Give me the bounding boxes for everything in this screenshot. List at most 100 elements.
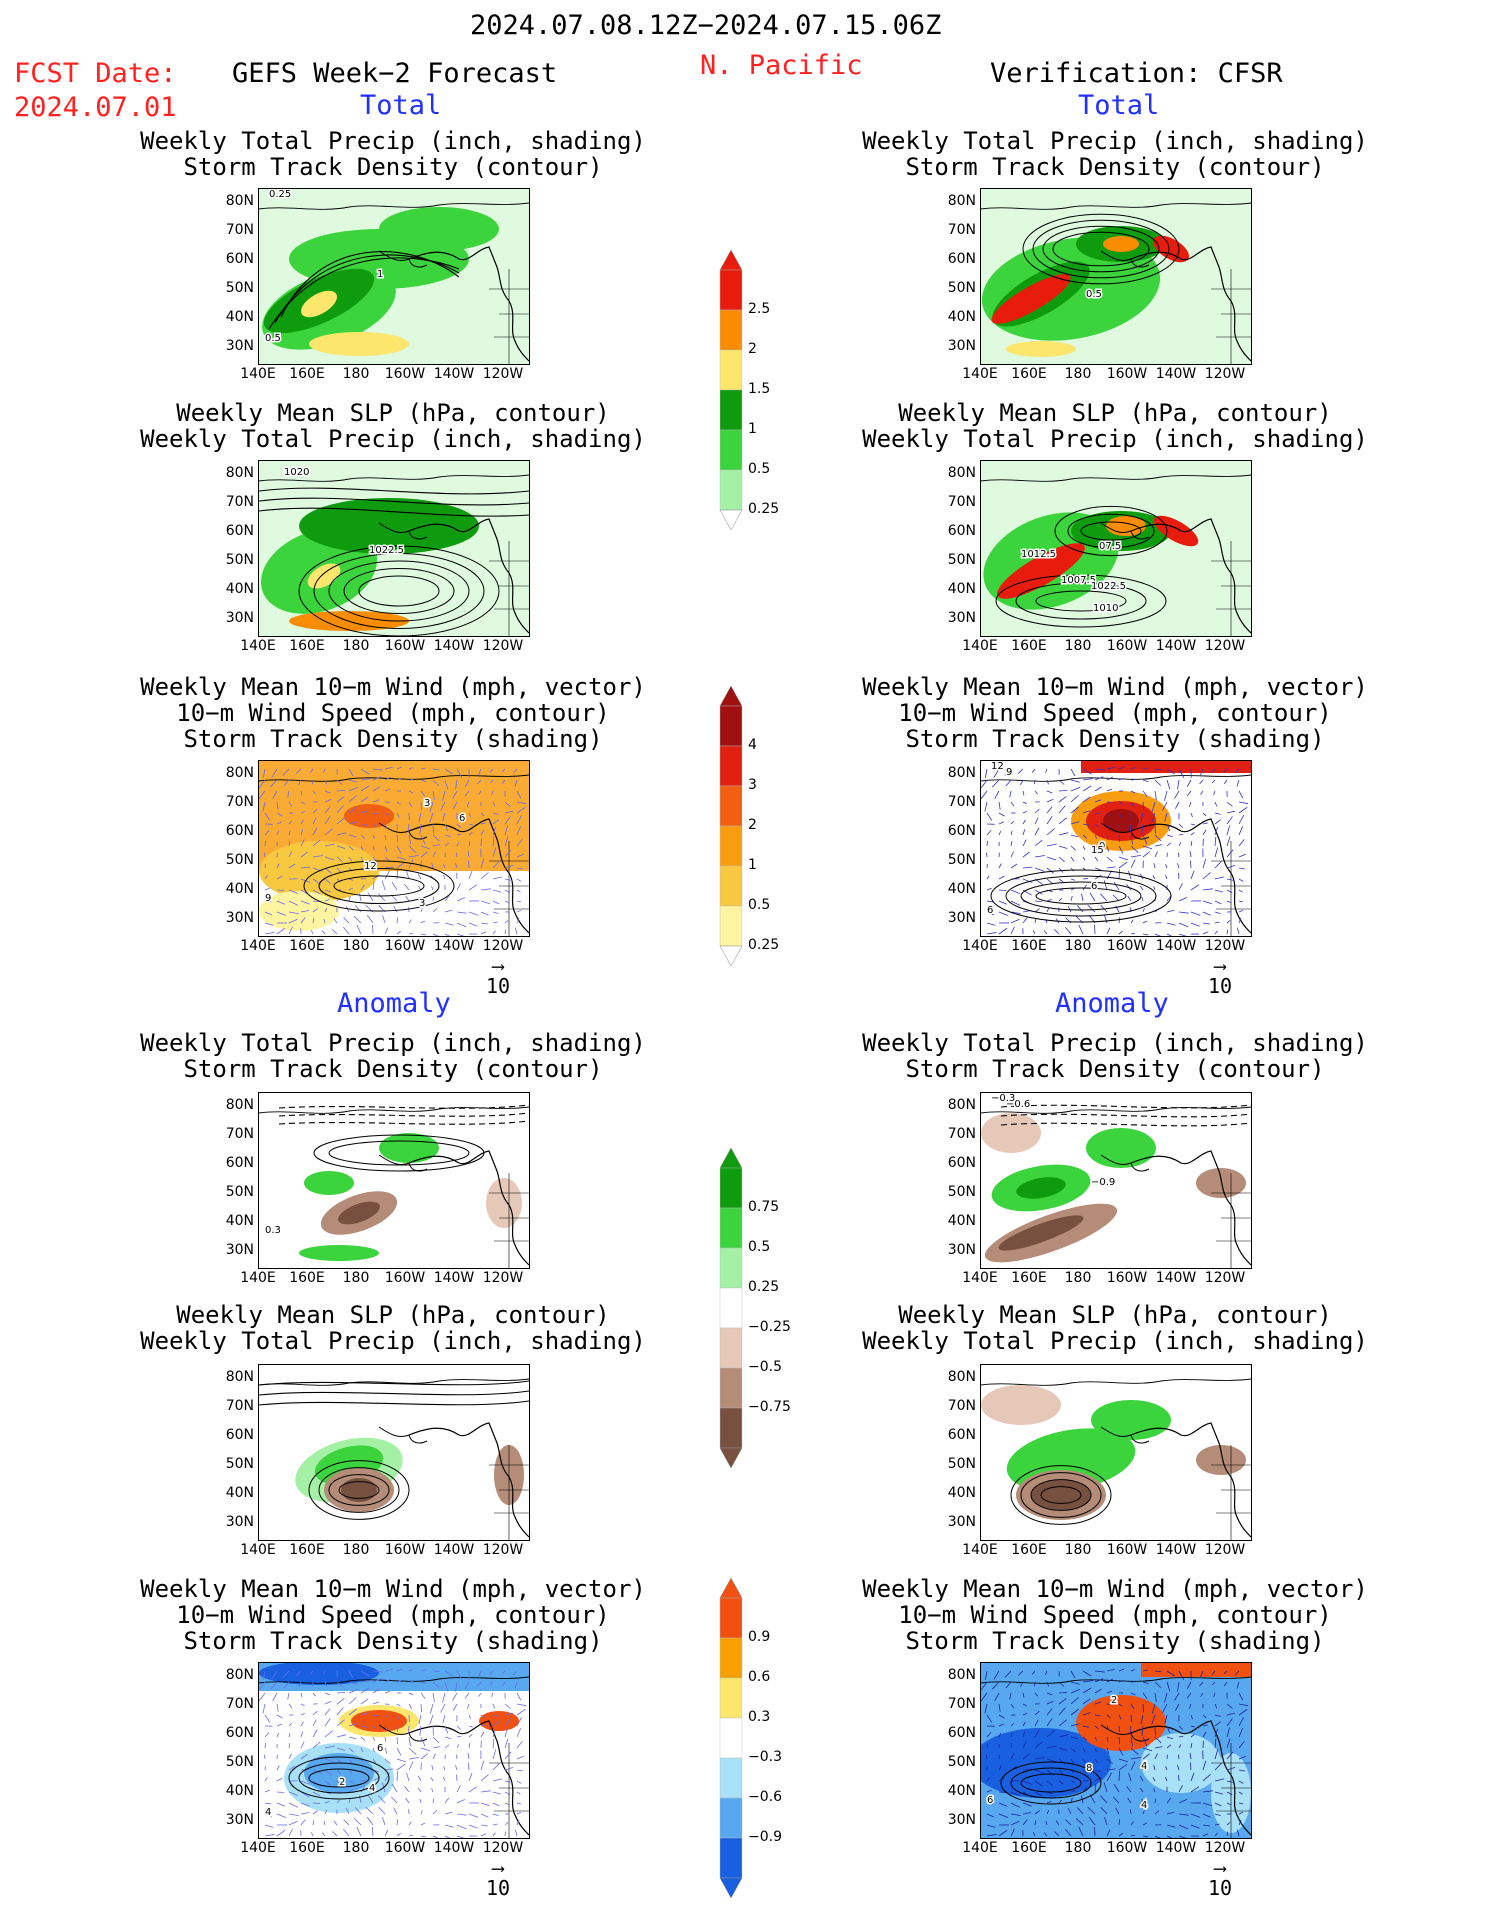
lon-tick-label: 160E (289, 366, 325, 382)
wind-anom-contour (1020, 1773, 1082, 1793)
lon-tick-label: 180 (1064, 638, 1092, 654)
lon-tick-label: 120W (1204, 638, 1246, 654)
coastline-north-america (1130, 1422, 1251, 1538)
wind-vectors (259, 1668, 527, 1838)
colorbar-segment (719, 1637, 743, 1679)
colorbar-segment (719, 1797, 743, 1839)
precip-anom-strong-negative (1031, 1480, 1091, 1510)
map-panel-R_total_slp: 1012.5 1010 1007.5 1022.5 07.5 (980, 460, 1252, 637)
storm-track-contour (280, 251, 460, 318)
lon-tick-label: 160E (289, 1542, 325, 1558)
lat-tick-label: 40N (947, 1783, 976, 1799)
colorbar-segment (719, 1837, 743, 1879)
coastline-north-america (1130, 1150, 1251, 1266)
contour-label: 1022.5 (1091, 581, 1126, 592)
coastline-alaska (1100, 1724, 1150, 1742)
precip-anom-negative-north (981, 1385, 1061, 1425)
lon-tick-label: 140E (962, 366, 998, 382)
map-panel-L_anom_precip: 0.3 (258, 1092, 530, 1269)
lat-tick-label: 50N (225, 1184, 254, 1200)
colorbar-bottom-triangle (719, 1877, 743, 1898)
slp-contour (995, 574, 1167, 628)
contour-label: 9 (1006, 767, 1012, 778)
reference-arrow-icon: ⟶ (492, 1858, 504, 1879)
panel-title-line: Weekly Total Precip (inch, shading) (140, 127, 646, 155)
lon-tick-label: 180 (1064, 1270, 1092, 1286)
storm-anom-contour-negative (278, 1112, 529, 1117)
storm-anom-strong-negative (259, 1663, 379, 1685)
wind-anom-contour (308, 1768, 370, 1788)
map-panel-L_anom_wind: 2 4 6 4 (258, 1662, 530, 1839)
lon-tick-label: 160W (1106, 938, 1148, 954)
storm-density-high (344, 804, 394, 828)
precip-band-alaska (379, 207, 499, 251)
left-anomaly-label: Anomaly (337, 988, 451, 1019)
panel-title-line: Storm Track Density (contour) (183, 153, 603, 181)
lat-tick-label: 70N (947, 494, 976, 510)
precip-anom-negative (981, 1113, 1041, 1153)
reference-arrow-icon: ⟶ (1214, 956, 1226, 977)
colorbar-label: −0.6 (748, 1789, 782, 1805)
coastline-north-america (408, 518, 529, 634)
lat-tick-label: 60N (225, 1427, 254, 1443)
coastline-arctic (259, 1676, 529, 1684)
lon-tick-label: 160W (1106, 638, 1148, 654)
lat-tick-label: 60N (225, 1155, 254, 1171)
right-anomaly-label: Anomaly (1055, 988, 1169, 1019)
lon-tick-label: 120W (1204, 1542, 1246, 1558)
panel-title-line: 10−m Wind Speed (mph, contour) (898, 1601, 1332, 1629)
colorbar-segment (719, 1287, 743, 1329)
storm-anom-negative (304, 1753, 374, 1793)
lat-tick-label: 80N (947, 1097, 976, 1113)
colorbar-label: 0.6 (748, 1669, 771, 1685)
slp-anom-contour (318, 1467, 400, 1513)
storm-anom-contour (313, 1134, 485, 1172)
lat-tick-label: 40N (947, 1213, 976, 1229)
lat-tick-label: 70N (947, 1126, 976, 1142)
lon-tick-label: 140W (1155, 366, 1197, 382)
colorbar-segment (719, 905, 743, 947)
contour-label: 6 (377, 1743, 383, 1754)
lon-tick-label: 120W (1204, 366, 1246, 382)
precip-anom-coast (486, 1178, 522, 1228)
slp-contour (298, 545, 500, 636)
lon-tick-label: 140E (962, 638, 998, 654)
coastline-north-america (408, 1720, 529, 1836)
wind-anom-contour (288, 1756, 390, 1800)
colorbar-label: −0.3 (748, 1749, 782, 1765)
coastline-alaska (1100, 1154, 1150, 1172)
lon-tick-label: 160W (1106, 366, 1148, 382)
coastline-alaska (1100, 250, 1150, 268)
wind-speed-contour (1035, 887, 1127, 905)
contour-label: 6 (987, 905, 993, 916)
coastline-north-america (1130, 818, 1251, 934)
coastline-north-america (408, 246, 529, 362)
slp-anom-contour (338, 1481, 380, 1499)
contour-label: 3 (419, 898, 425, 909)
slp-anom-contour (1030, 1479, 1092, 1511)
slp-contour (328, 560, 470, 622)
coastline-arctic (259, 1378, 529, 1386)
panel-title-line: Weekly Mean 10−m Wind (mph, vector) (140, 673, 646, 701)
state-borders (1211, 841, 1251, 936)
coastline-arctic (259, 202, 529, 210)
slp-contour (1054, 505, 1168, 557)
lat-tick-label: 80N (225, 465, 254, 481)
precip-anom-positive (304, 1171, 354, 1195)
panel-title-line: Weekly Total Precip (inch, shading) (140, 1327, 646, 1355)
contour-label: 0.25 (269, 189, 291, 200)
contour-label: 1010 (1093, 603, 1118, 614)
state-borders (1211, 1173, 1251, 1268)
storm-density-peak (1103, 809, 1139, 833)
contour-label: 4 (1141, 1761, 1147, 1772)
lon-tick-label: 140W (433, 638, 475, 654)
contour-label: 12 (364, 861, 377, 872)
lat-tick-label: 80N (947, 465, 976, 481)
coastline-arctic (259, 774, 529, 782)
storm-anom-contour (328, 1140, 470, 1166)
lon-tick-label: 160E (289, 1270, 325, 1286)
panel-title-line: Weekly Mean SLP (hPa, contour) (176, 399, 610, 427)
panel-title-line: Storm Track Density (shading) (905, 1627, 1325, 1655)
lat-tick-label: 50N (947, 852, 976, 868)
slp-contour (259, 487, 529, 495)
